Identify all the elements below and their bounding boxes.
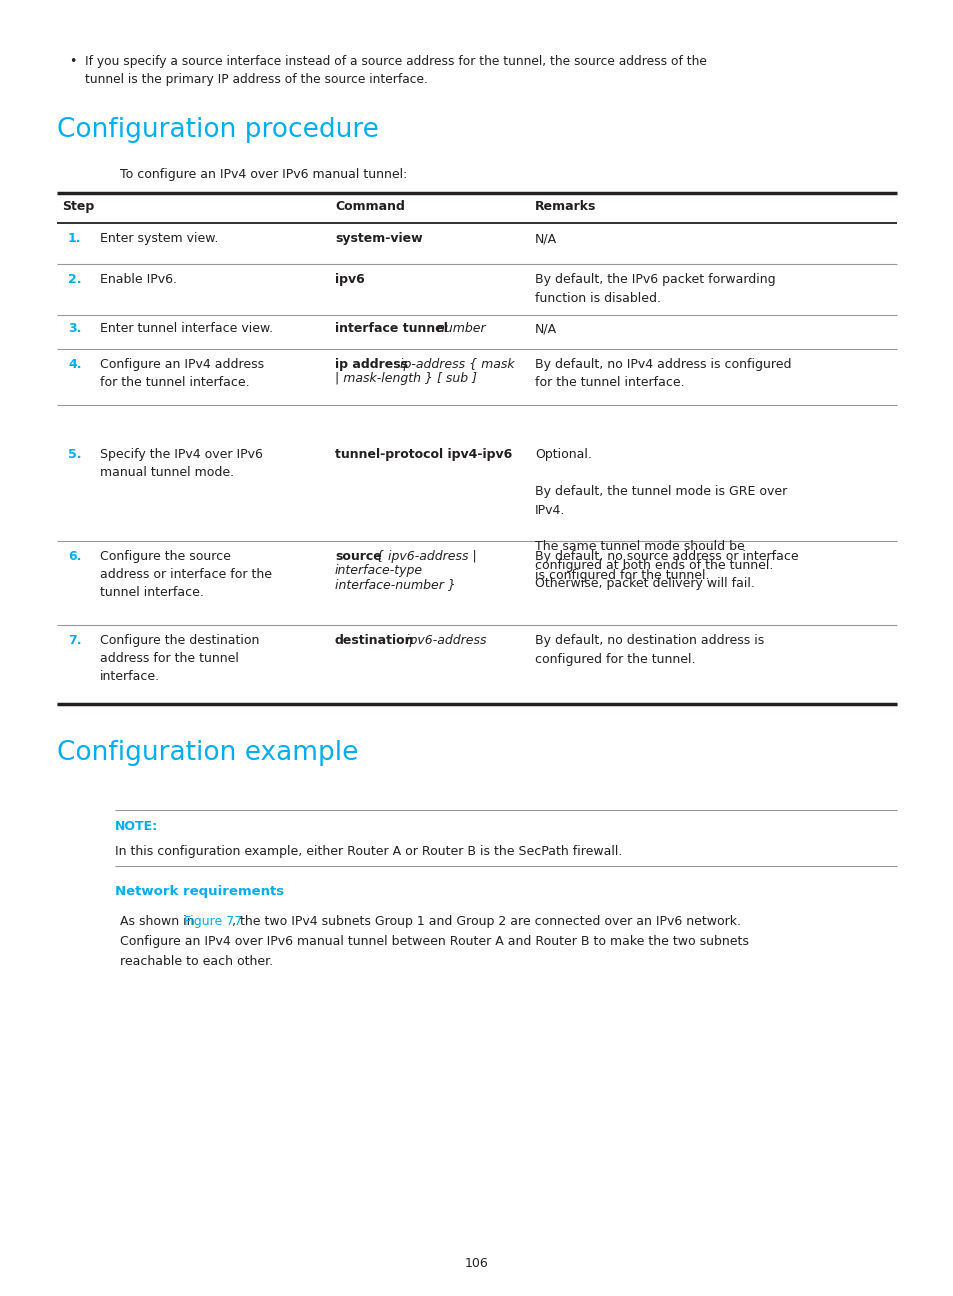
Text: N/A: N/A <box>535 321 557 334</box>
Text: By default, no destination address is
configured for the tunnel.: By default, no destination address is co… <box>535 634 763 666</box>
Text: 1.: 1. <box>68 232 81 245</box>
Text: destination: destination <box>335 634 414 647</box>
Text: Configuration procedure: Configuration procedure <box>57 117 378 143</box>
Text: •: • <box>69 54 76 67</box>
Text: interface tunnel: interface tunnel <box>335 321 447 334</box>
Text: Command: Command <box>335 200 404 213</box>
Text: interface-type: interface-type <box>335 564 423 577</box>
Text: Enable IPv6.: Enable IPv6. <box>100 273 177 286</box>
Text: source: source <box>335 550 381 562</box>
Text: interface-number }: interface-number } <box>335 578 456 591</box>
Text: Configure the destination
address for the tunnel
interface.: Configure the destination address for th… <box>100 634 259 683</box>
Text: In this configuration example, either Router A or Router B is the SecPath firewa: In this configuration example, either Ro… <box>115 845 621 858</box>
Text: number: number <box>432 321 485 334</box>
Text: 7.: 7. <box>68 634 81 647</box>
Text: ipv6: ipv6 <box>335 273 364 286</box>
Text: Configuration example: Configuration example <box>57 740 358 766</box>
Text: tunnel-protocol ipv4-ipv6: tunnel-protocol ipv4-ipv6 <box>335 448 512 461</box>
Text: By default, no IPv4 address is configured
for the tunnel interface.: By default, no IPv4 address is configure… <box>535 358 791 390</box>
Text: N/A: N/A <box>535 232 557 245</box>
Text: Enter tunnel interface view.: Enter tunnel interface view. <box>100 321 273 334</box>
Text: If you specify a source interface instead of a source address for the tunnel, th: If you specify a source interface instea… <box>85 54 706 87</box>
Text: Configure an IPv4 over IPv6 manual tunnel between Router A and Router B to make : Configure an IPv4 over IPv6 manual tunne… <box>120 934 748 947</box>
Text: , the two IPv4 subnets Group 1 and Group 2 are connected over an IPv6 network.: , the two IPv4 subnets Group 1 and Group… <box>233 915 740 928</box>
Text: Enter system view.: Enter system view. <box>100 232 218 245</box>
Text: To configure an IPv4 over IPv6 manual tunnel:: To configure an IPv4 over IPv6 manual tu… <box>120 168 407 181</box>
Text: 106: 106 <box>465 1257 488 1270</box>
Text: Remarks: Remarks <box>535 200 596 213</box>
Text: reachable to each other.: reachable to each other. <box>120 955 273 968</box>
Text: Optional.

By default, the tunnel mode is GRE over
IPv4.

The same tunnel mode s: Optional. By default, the tunnel mode is… <box>535 448 786 591</box>
Text: { ipv6-address |: { ipv6-address | <box>372 550 476 562</box>
Text: 6.: 6. <box>68 550 81 562</box>
Text: Step: Step <box>62 200 94 213</box>
Text: ip address: ip address <box>335 358 408 371</box>
Text: Network requirements: Network requirements <box>115 885 284 898</box>
Text: ipv6-address: ipv6-address <box>401 634 486 647</box>
Text: 3.: 3. <box>68 321 81 334</box>
Text: Specify the IPv4 over IPv6
manual tunnel mode.: Specify the IPv4 over IPv6 manual tunnel… <box>100 448 263 480</box>
Text: | mask-length } [ sub ]: | mask-length } [ sub ] <box>335 372 476 385</box>
Text: Configure the source
address or interface for the
tunnel interface.: Configure the source address or interfac… <box>100 550 272 599</box>
Text: As shown in: As shown in <box>120 915 198 928</box>
Text: 4.: 4. <box>68 358 81 371</box>
Text: By default, no source address or interface
is configured for the tunnel.: By default, no source address or interfa… <box>535 550 798 582</box>
Text: ip-address { mask: ip-address { mask <box>395 358 514 371</box>
Text: By default, the IPv6 packet forwarding
function is disabled.: By default, the IPv6 packet forwarding f… <box>535 273 775 305</box>
Text: NOTE:: NOTE: <box>115 820 158 833</box>
Text: system-view: system-view <box>335 232 422 245</box>
Text: Configure an IPv4 address
for the tunnel interface.: Configure an IPv4 address for the tunnel… <box>100 358 264 389</box>
Text: Figure 77: Figure 77 <box>184 915 242 928</box>
Text: 2.: 2. <box>68 273 81 286</box>
Text: 5.: 5. <box>68 448 81 461</box>
